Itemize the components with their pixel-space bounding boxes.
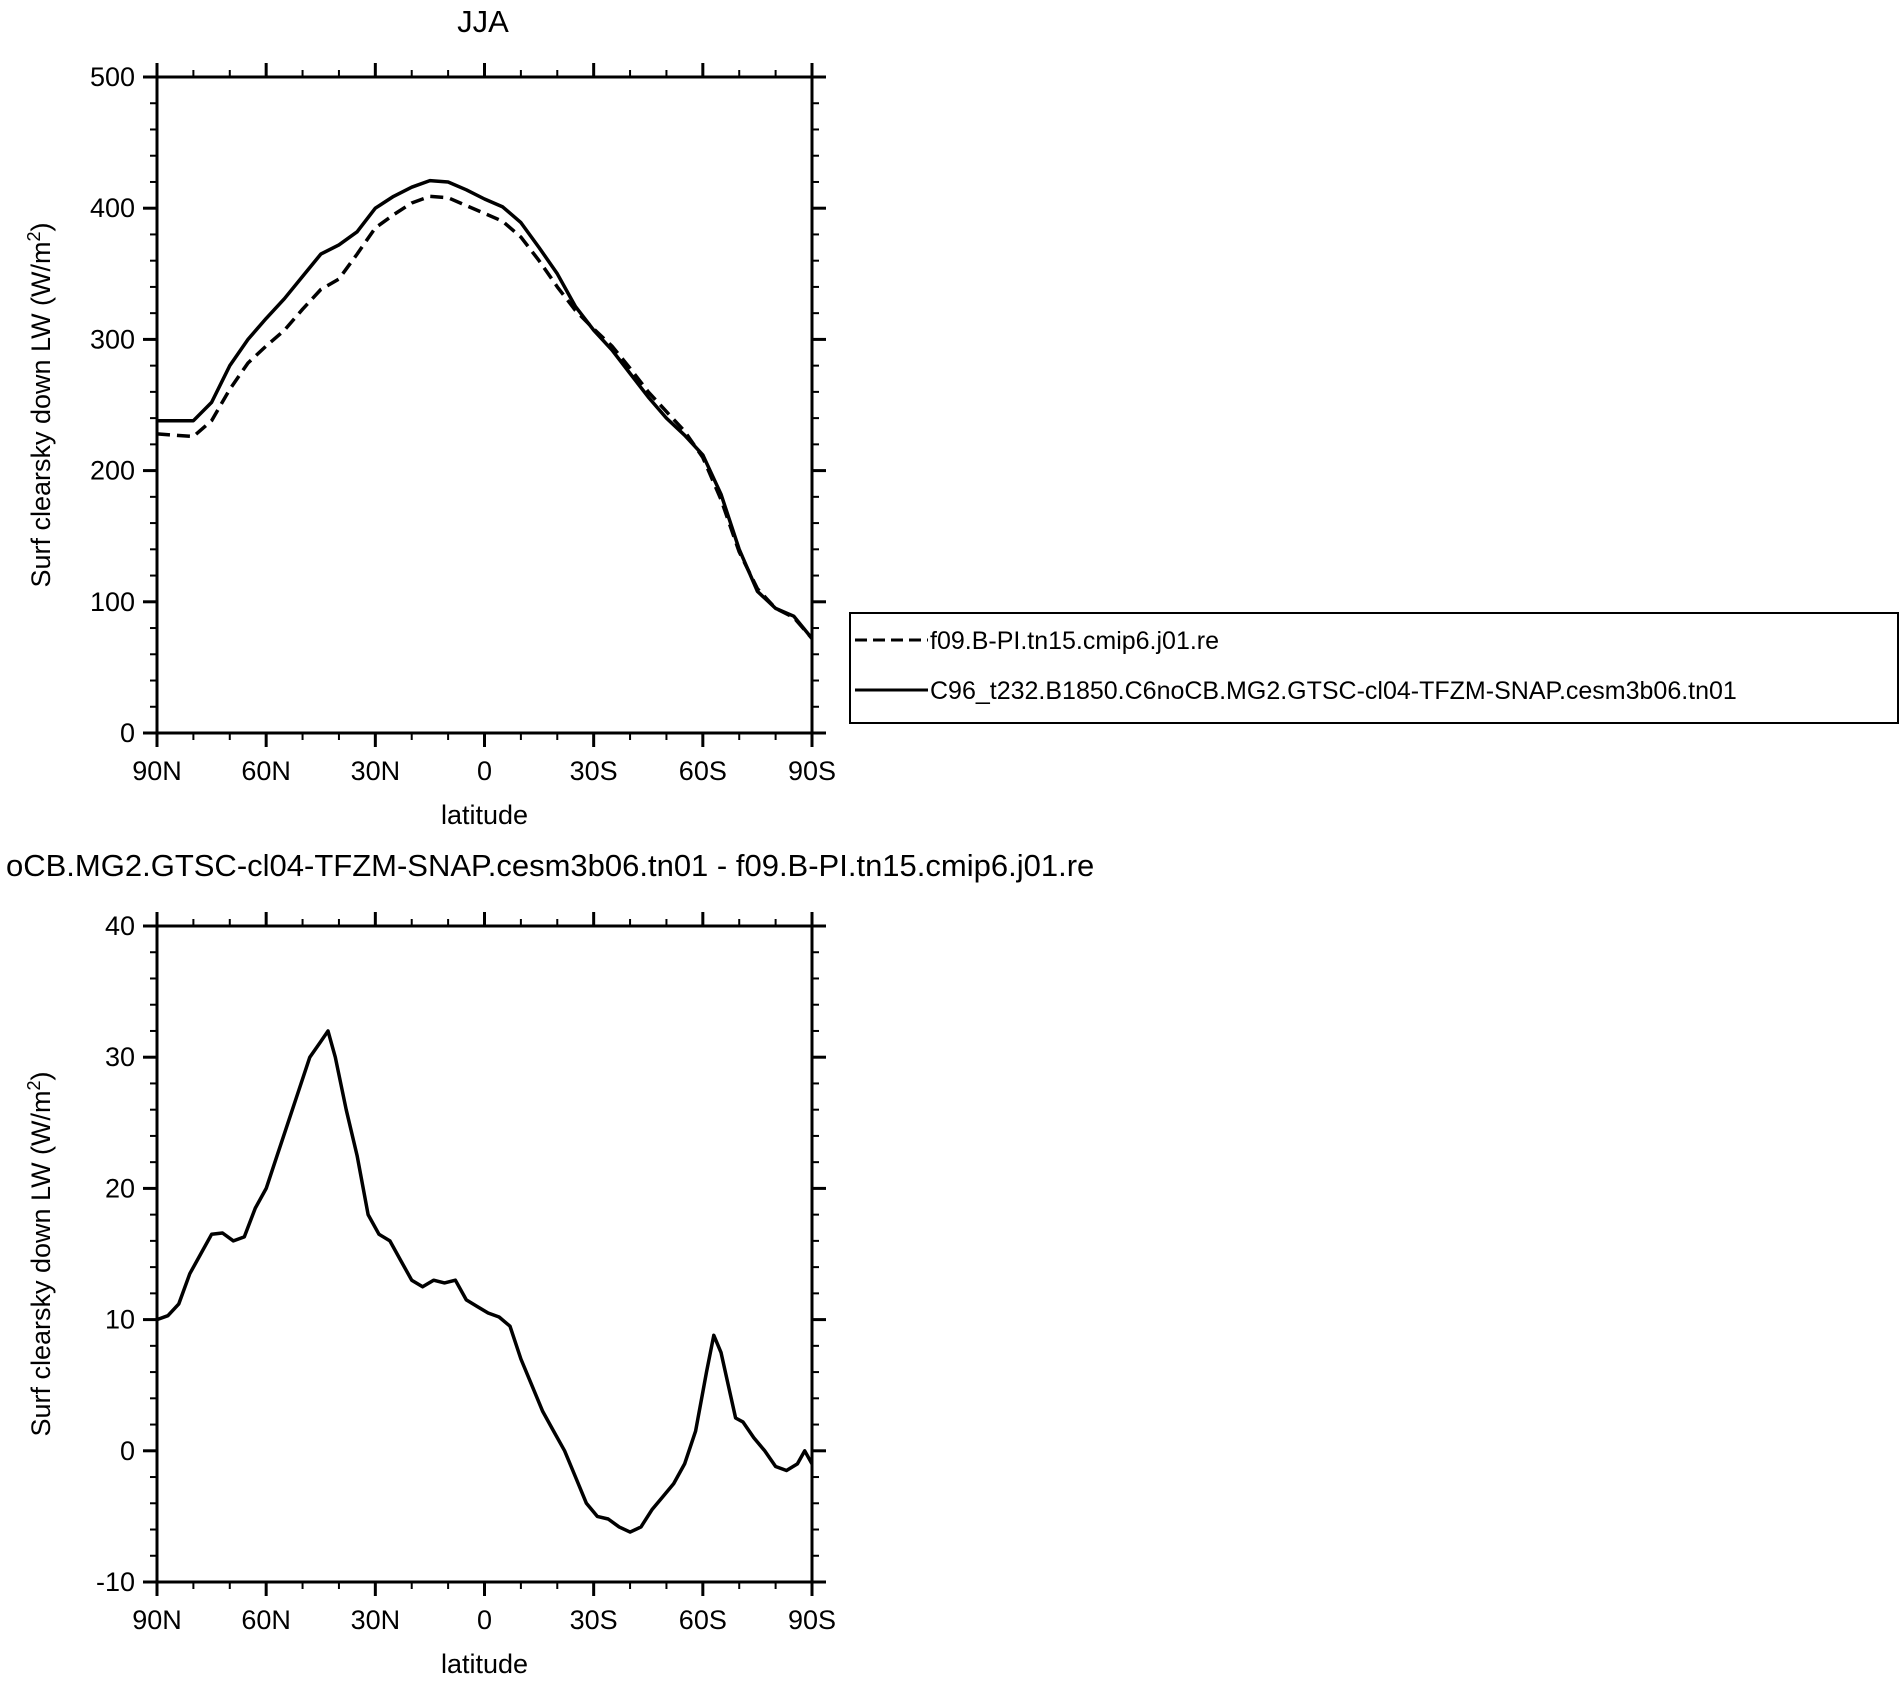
bottom-x-tick-label: 0	[477, 1605, 492, 1635]
top-x-tick-label: 30S	[570, 756, 618, 786]
top-y-tick-label: 300	[90, 324, 135, 354]
top-y-axis-label: Surf clearsky down LW (W/m2)	[24, 222, 56, 587]
bottom-title: oCB.MG2.GTSC-cl04-TFZM-SNAP.cesm3b06.tn0…	[6, 848, 1094, 883]
bottom-x-tick-label: 60S	[679, 1605, 727, 1635]
legend-box	[849, 612, 1899, 724]
top-y-tick-label: 100	[90, 587, 135, 617]
bottom-y-tick-label: 30	[105, 1042, 135, 1072]
top-x-tick-label: 90N	[132, 756, 182, 786]
bottom-panel: oCB.MG2.GTSC-cl04-TFZM-SNAP.cesm3b06.tn0…	[6, 848, 1094, 1679]
top-x-tick-label: 60N	[241, 756, 291, 786]
top-x-tick-label: 30N	[351, 756, 401, 786]
top-y-tick-label: 200	[90, 456, 135, 486]
bottom-x-tick-label: 60N	[241, 1605, 291, 1635]
top-series-line-solid	[157, 178, 814, 640]
bottom-plot-frame	[155, 924, 814, 1584]
bottom-x-tick-label: 90S	[788, 1605, 836, 1635]
top-x-axis-label: latitude	[441, 800, 528, 830]
bottom-y-tick-label: 20	[105, 1173, 135, 1203]
bottom-y-axis-label: Surf clearsky down LW (W/m2)	[24, 1071, 56, 1436]
bottom-y-tick-label: 40	[105, 911, 135, 941]
bottom-tick-labels: 90N 60N 30N 0 30S 60S 90S -10 0 10 20 30 40	[96, 911, 836, 1635]
bottom-y-tick-label: 0	[120, 1436, 135, 1466]
top-series-line-dashed	[156, 194, 814, 640]
bottom-x-tick-label: 90N	[132, 1605, 182, 1635]
top-ticks	[143, 63, 826, 747]
bottom-x-axis-label: latitude	[441, 1649, 528, 1679]
top-y-tick-label: 500	[90, 62, 135, 92]
legend: f09.B-PI.tn15.cmip6.j01.re C96_t232.B185…	[849, 612, 1899, 724]
top-title: JJA	[457, 4, 509, 39]
top-y-tick-label: 400	[90, 193, 135, 223]
bottom-series	[156, 1029, 814, 1534]
top-panel: JJA 90N 60N 30N 0 30S 60S 90S0100200300400500 …	[24, 4, 836, 830]
legend-label-dashed: f09.B-PI.tn15.cmip6.j01.re	[930, 627, 1219, 655]
bottom-series-line-solid	[156, 1029, 814, 1534]
bottom-y-tick-label: 10	[105, 1305, 135, 1335]
bottom-x-tick-label: 30N	[351, 1605, 401, 1635]
top-x-tick-label: 90S	[788, 756, 836, 786]
bottom-y-tick-label: -10	[96, 1567, 135, 1597]
bottom-x-tick-label: 30S	[570, 1605, 618, 1635]
bottom-ticks	[143, 912, 826, 1596]
top-x-tick-label: 60S	[679, 756, 727, 786]
top-series	[156, 178, 814, 640]
legend-label-solid: C96_t232.B1850.C6noCB.MG2.GTSC-cl04-TFZM…	[930, 677, 1737, 705]
top-plot-frame	[155, 75, 814, 735]
top-y-tick-label: 0	[120, 718, 135, 748]
top-x-tick-label: 0	[477, 756, 492, 786]
top-tick-labels: 90N 60N 30N 0 30S 60S 90S 0 100 200 300 400 500	[90, 62, 836, 786]
